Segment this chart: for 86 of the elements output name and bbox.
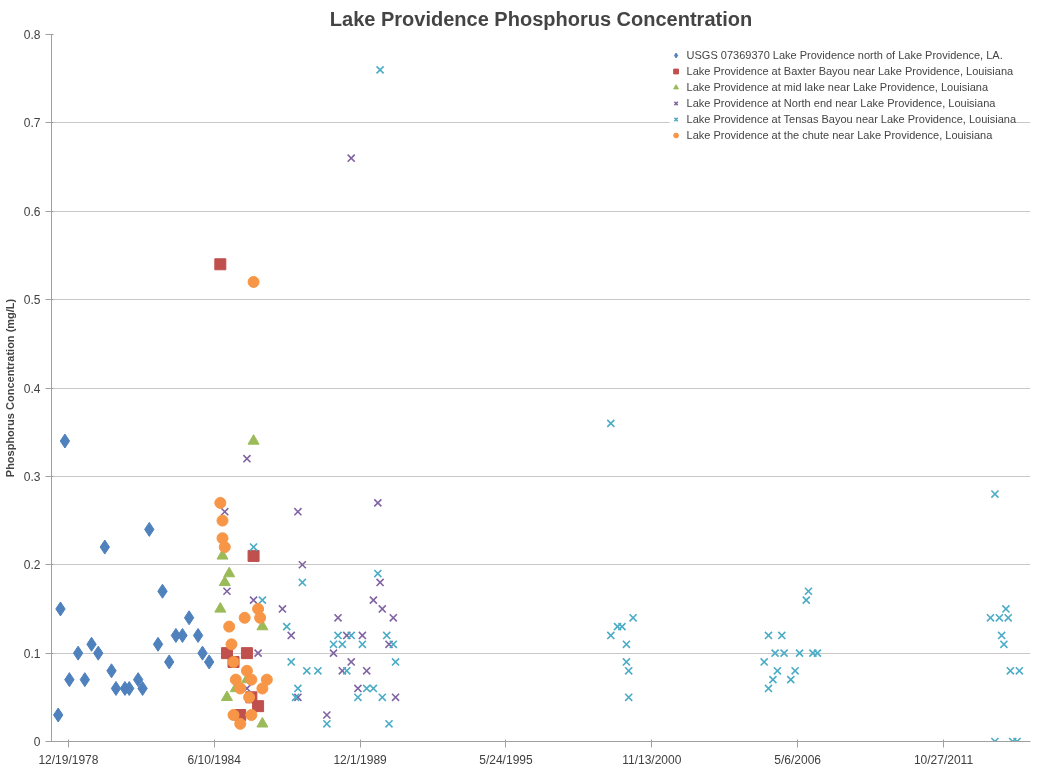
point — [132, 672, 144, 688]
point — [375, 578, 385, 587]
point — [254, 611, 267, 624]
y-tick-label: 0.2 — [23, 558, 41, 573]
point — [253, 648, 263, 658]
point — [229, 673, 242, 686]
legend-label: Lake Providence at North end near Lake Providence, Louisiana — [686, 96, 996, 110]
point — [214, 258, 227, 271]
point — [247, 549, 260, 562]
y-tick-label: 0.4 — [23, 381, 41, 396]
point — [373, 498, 383, 508]
point — [72, 645, 84, 661]
x-tick-label: 10/27/2011 — [913, 752, 974, 767]
y-tick-label: 0.7 — [23, 116, 41, 131]
point — [216, 514, 229, 527]
point — [322, 710, 332, 720]
point — [214, 496, 227, 509]
point — [369, 595, 378, 605]
point — [260, 673, 273, 686]
point — [225, 638, 238, 651]
y-tick-label: 0.6 — [23, 204, 41, 219]
y-tick-label: 0 — [33, 735, 41, 749]
point — [329, 648, 338, 658]
point — [222, 586, 232, 596]
point — [152, 636, 164, 652]
point — [220, 690, 233, 701]
point — [256, 682, 269, 695]
legend-label: Lake Providence at Baxter Bayou near Lake Providence, Louisiana — [686, 64, 1014, 78]
point — [242, 454, 252, 464]
legend-label: Lake Providence at Tensas Bayou near Lake Providence, Louisiana — [686, 112, 1016, 126]
x-tick-label: 5/6/2006 — [774, 752, 822, 767]
point — [278, 604, 287, 614]
point — [342, 631, 352, 640]
x-tick-label: 6/10/1984 — [187, 752, 242, 767]
point — [293, 507, 303, 517]
point — [245, 673, 258, 686]
point — [377, 604, 387, 614]
point — [247, 275, 260, 288]
point — [218, 541, 231, 554]
point — [59, 433, 71, 449]
point — [183, 610, 195, 626]
y-tick-label: 0.5 — [23, 293, 41, 308]
point — [353, 684, 363, 693]
point — [346, 657, 356, 667]
chart-title: Lake Providence Phosphorus Concentration — [329, 7, 753, 30]
point — [245, 709, 258, 721]
point — [223, 620, 236, 633]
point — [362, 666, 372, 676]
point — [218, 575, 231, 587]
point — [220, 507, 230, 517]
x-tick-label: 11/13/2000 — [622, 752, 682, 767]
point — [298, 560, 307, 570]
x-tick-label: 12/19/1978 — [38, 752, 99, 767]
y-axis-title: Phosphorus Concentration (mg/L) — [3, 298, 16, 478]
point — [391, 692, 400, 702]
y-tick-label: 0.8 — [23, 28, 41, 42]
point — [203, 654, 215, 670]
point — [252, 602, 265, 615]
point — [214, 602, 227, 613]
point — [249, 595, 258, 605]
point — [358, 631, 367, 640]
point — [238, 611, 251, 624]
legend-label: Lake Providence at the chute near Lake Providence, Louisiana — [686, 128, 993, 142]
x-tick-label: 5/24/1995 — [479, 752, 533, 767]
point — [234, 717, 247, 730]
point — [223, 566, 236, 578]
point — [240, 664, 253, 677]
point — [388, 613, 398, 623]
point — [256, 716, 269, 728]
point — [192, 627, 204, 643]
point — [240, 647, 253, 660]
point — [346, 153, 356, 163]
y-tick-label: 0.3 — [23, 469, 41, 484]
point — [227, 709, 240, 721]
point — [337, 666, 347, 676]
point — [110, 680, 122, 696]
point — [333, 613, 343, 623]
point — [384, 639, 394, 649]
legend-label: Lake Providence at mid lake near Lake Providence, Louisiana — [686, 80, 989, 94]
point — [286, 631, 296, 640]
x-tick-label: 12/1/1989 — [333, 752, 388, 767]
y-tick-label: 0.1 — [23, 646, 41, 661]
legend-label: USGS 07369370 Lake Providence north of Lake Providence, LA. — [686, 48, 1003, 62]
point — [234, 682, 247, 695]
point — [252, 700, 265, 713]
point — [247, 434, 260, 445]
